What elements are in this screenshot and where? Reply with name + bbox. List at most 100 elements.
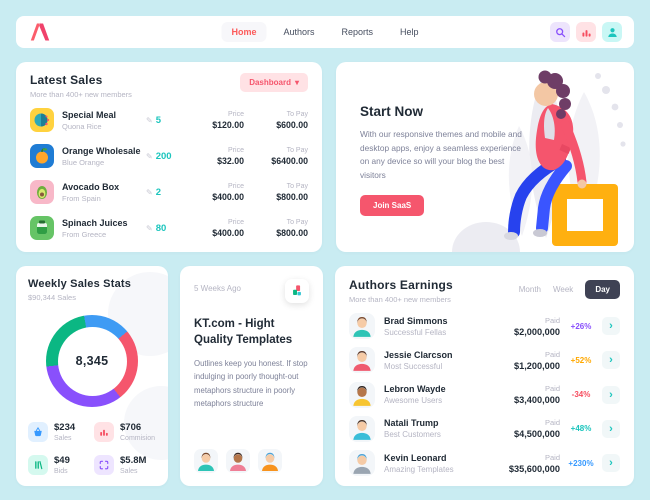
chevron-right-icon[interactable]: › — [602, 351, 620, 370]
paid-cell: Paid $4,500,000 — [488, 418, 560, 439]
start-now-card: Start Now With our responsive themes and… — [336, 62, 634, 252]
latest-sales-title: Latest Sales — [30, 73, 103, 87]
meal-icon — [30, 108, 54, 132]
search-icon[interactable] — [550, 22, 570, 42]
topay-cell: To Pay $800.00 — [244, 219, 308, 238]
price-cell: Price $400.00 — [188, 183, 244, 202]
nav-item-help[interactable]: Help — [400, 27, 419, 37]
tab-day[interactable]: Day — [585, 280, 620, 299]
price-label: Price — [228, 182, 244, 190]
stat-text: $706 Commision — [120, 422, 155, 442]
quantity-value: 200 — [155, 150, 172, 162]
paid-value: $2,000,000 — [514, 326, 560, 337]
chevron-down-icon: ▾ — [294, 78, 299, 87]
product-info: Avocado Box From Spain — [62, 182, 146, 203]
article-avatars — [194, 449, 309, 473]
price-label: Price — [228, 110, 244, 118]
paid-cell: Paid $1,200,000 — [488, 350, 560, 371]
list-item: Natali Trump Best Customers Paid $4,500,… — [349, 415, 620, 442]
stat-label: Sales — [54, 435, 72, 442]
stat-text: $5.8M Sales — [120, 455, 146, 475]
product-name: Special Meal — [62, 109, 117, 120]
quantity-value: 2 — [155, 186, 161, 198]
avatar — [258, 449, 282, 473]
author-info: Natali Trump Best Customers — [384, 418, 488, 439]
authors-list: Brad Simmons Successful Fellas Paid $2,0… — [349, 313, 620, 476]
table-row[interactable]: Avocado Box From Spain ✎ 2 Price $400.00… — [30, 180, 308, 204]
topay-label: To Pay — [286, 218, 308, 226]
author-info: Jessie Clarcson Most Successful — [384, 350, 488, 371]
author-info: Kevin Leonard Amazing Templates — [384, 453, 488, 474]
paid-cell: Paid $2,000,000 — [488, 316, 560, 337]
donut-center-value: 8,345 — [57, 326, 127, 396]
article-title[interactable]: KT.com - Hight Quality Templates — [194, 318, 293, 347]
app-logo-icon[interactable] — [28, 21, 54, 43]
quantity-edit[interactable]: ✎ 2 — [146, 187, 188, 198]
article-timestamp: 5 Weeks Ago — [194, 284, 241, 293]
nav-item-reports[interactable]: Reports — [341, 27, 374, 37]
orange-icon — [30, 144, 54, 168]
product-desc: From Spain — [62, 193, 101, 203]
pencil-icon: ✎ — [146, 223, 153, 233]
bottom-row: Weekly Sales Stats $90,344 Sales 8,345 $… — [16, 266, 634, 486]
pencil-icon: ✎ — [146, 187, 153, 197]
pencil-icon: ✎ — [146, 115, 153, 125]
price-value: $120.00 — [212, 119, 244, 130]
topay-label: To Pay — [286, 182, 308, 190]
chevron-right-icon[interactable]: › — [602, 454, 620, 472]
pencil-icon: ✎ — [146, 151, 153, 161]
stat-item: $234 Sales — [28, 422, 90, 442]
chevron-right-icon[interactable]: › — [602, 385, 620, 404]
table-row[interactable]: Special Meal Quona Rice ✎ 5 Price $120.0… — [30, 108, 308, 132]
user-icon[interactable] — [602, 22, 622, 42]
product-info: Spinach Juices From Greece — [62, 218, 146, 239]
weekly-donut: 8,345 — [46, 315, 138, 407]
list-item: Jessie Clarcson Most Successful Paid $1,… — [349, 347, 620, 374]
price-cell: Price $32.00 — [188, 147, 244, 166]
product-name: Avocado Box — [62, 181, 120, 192]
table-row[interactable]: Spinach Juices From Greece ✎ 80 Price $4… — [30, 216, 308, 240]
avocado-icon — [30, 180, 54, 204]
bids-icon — [28, 455, 48, 475]
dashboard-dropdown-button[interactable]: Dashboard ▾ — [240, 73, 308, 92]
topay-value: $800.00 — [276, 191, 308, 202]
paid-value: $35,600,000 — [508, 463, 560, 474]
juice-icon — [30, 216, 54, 240]
latest-sales-card: Latest Sales More than 400+ new members … — [16, 62, 322, 252]
paid-label: Paid — [544, 349, 560, 359]
paid-cell: Paid $35,600,000 — [488, 453, 560, 474]
bar-chart-icon[interactable] — [576, 22, 596, 42]
tab-month[interactable]: Month — [518, 285, 541, 294]
topay-value: $800.00 — [276, 227, 308, 238]
topay-value: $600.00 — [276, 119, 308, 130]
topay-cell: To Pay $6400.00 — [244, 147, 308, 166]
nav-item-authors[interactable]: Authors — [283, 27, 315, 37]
chevron-right-icon[interactable]: › — [602, 317, 620, 335]
avatar — [349, 415, 375, 442]
stat-item: $49 Bids — [28, 455, 90, 475]
stat-label: Commision — [120, 435, 156, 442]
paid-value: $1,200,000 — [514, 360, 560, 371]
authors-subtitle: More than 400+ new members — [349, 295, 451, 304]
join-saas-button[interactable]: Join SaaS — [360, 194, 425, 216]
nav-actions — [550, 22, 622, 42]
nav-item-home[interactable]: Home — [221, 22, 267, 42]
bar-chart-icon — [94, 422, 114, 442]
avatar — [194, 449, 218, 473]
quantity-edit[interactable]: ✎ 200 — [146, 151, 188, 162]
quantity-edit[interactable]: ✎ 80 — [146, 223, 188, 234]
authors-header: Authors Earnings More than 400+ new memb… — [349, 278, 620, 304]
author-name: Brad Simmons — [384, 315, 448, 326]
start-now-body: With our responsive themes and mobile an… — [360, 129, 522, 181]
start-now-title: Start Now — [360, 104, 424, 119]
topay-label: To Pay — [286, 146, 308, 154]
table-row[interactable]: Orange Wholesale Blue Orange ✎ 200 Price… — [30, 144, 308, 168]
stat-value: $706 — [120, 422, 142, 433]
quantity-edit[interactable]: ✎ 5 — [146, 115, 188, 126]
author-info: Lebron Wayde Awesome Users — [384, 384, 488, 405]
tab-week[interactable]: Week — [553, 285, 574, 294]
chevron-right-icon[interactable]: › — [602, 419, 620, 438]
avatar — [349, 347, 375, 374]
price-value: $400.00 — [212, 191, 244, 202]
